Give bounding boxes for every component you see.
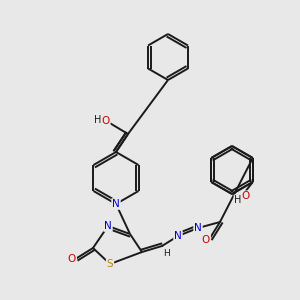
Text: N: N <box>174 231 182 241</box>
Text: H: H <box>164 248 170 257</box>
Text: O: O <box>102 116 110 126</box>
Text: N: N <box>112 199 120 209</box>
Text: H: H <box>234 195 242 205</box>
Text: H: H <box>94 115 102 125</box>
Text: N: N <box>104 221 112 231</box>
Text: O: O <box>68 254 76 264</box>
Text: O: O <box>202 235 210 245</box>
Text: O: O <box>242 191 250 201</box>
Text: N: N <box>194 223 202 233</box>
Text: S: S <box>107 259 113 269</box>
